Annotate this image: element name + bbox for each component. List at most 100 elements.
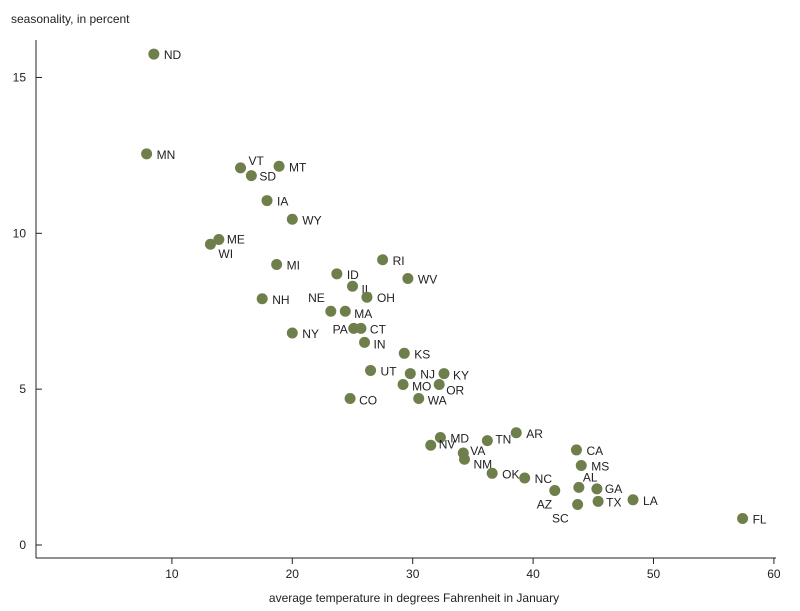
data-point-ri <box>377 254 389 266</box>
x-ticks: 10 20 30 40 50 60 <box>165 558 781 581</box>
data-point-ms <box>575 460 587 472</box>
point-label-ks: KS <box>414 347 430 361</box>
point-label-wa: WA <box>428 394 447 408</box>
point-label-nm: NM <box>473 457 492 471</box>
point-label-sd: SD <box>259 170 276 184</box>
data-point-in <box>359 336 371 348</box>
x-tick-label: 50 <box>647 567 661 581</box>
point-label-fl: FL <box>753 513 767 527</box>
point-label-nd: ND <box>164 48 182 62</box>
point-label-vt: VT <box>249 154 265 168</box>
point-label-co: CO <box>359 394 377 408</box>
data-point-mo <box>397 378 409 390</box>
point-label-id: ID <box>347 268 359 282</box>
point-label-mo: MO <box>412 379 431 393</box>
data-point-la <box>627 494 639 506</box>
x-tick-label: 20 <box>286 567 300 581</box>
data-point-md <box>434 431 446 443</box>
data-point-mi <box>271 258 283 270</box>
data-point-ks <box>398 347 410 359</box>
data-point-ma <box>339 305 351 317</box>
point-label-nv: NV <box>439 437 456 451</box>
data-point-tx <box>592 495 604 507</box>
y-tick-label: 15 <box>13 70 27 84</box>
point-label-al: AL <box>583 470 598 484</box>
data-point-ia <box>261 195 273 207</box>
point-label-wy: WY <box>302 213 321 227</box>
data-point-il <box>347 280 358 292</box>
point-label-ut: UT <box>381 364 398 378</box>
y-tick-label: 0 <box>19 538 26 552</box>
point-label-ok: OK <box>502 467 519 481</box>
data-point-wi <box>204 238 216 250</box>
data-point-nh <box>256 293 268 305</box>
data-point-oh <box>361 291 373 303</box>
y-ticks: 0 5 10 15 <box>13 70 42 552</box>
data-point-nv <box>425 439 437 451</box>
point-label-ms: MS <box>591 460 609 474</box>
data-point-mt <box>273 160 285 172</box>
y-axis-label: seasonality, in percent <box>11 12 130 26</box>
data-point-id <box>331 268 343 280</box>
point-label-nc: NC <box>535 472 553 486</box>
point-label-va: VA <box>470 444 485 458</box>
point-label-ga: GA <box>605 482 622 496</box>
data-point-wy <box>286 213 298 225</box>
point-label-in: IN <box>374 337 386 351</box>
point-label-ne: NE <box>308 291 325 305</box>
point-label-md: MD <box>450 431 469 445</box>
point-label-ct: CT <box>370 322 387 336</box>
x-tick-label: 60 <box>767 567 781 581</box>
x-axis-label: average temperature in degrees Fahrenhei… <box>269 591 559 605</box>
data-point-az <box>549 484 561 496</box>
x-tick-label: 40 <box>526 567 540 581</box>
data-point-or <box>433 378 445 390</box>
point-label-wi: WI <box>218 247 233 261</box>
data-point-ok <box>486 467 498 479</box>
data-point-sd <box>245 170 257 182</box>
x-tick-label: 10 <box>165 567 179 581</box>
data-point-ne <box>325 305 337 317</box>
point-label-ca: CA <box>586 444 603 458</box>
point-label-nj: NJ <box>420 368 435 382</box>
data-point-vt <box>235 162 247 174</box>
data-point-fl <box>737 513 749 525</box>
data-point-mn <box>141 148 153 160</box>
point-label-la: LA <box>643 494 658 508</box>
point-label-or: OR <box>446 383 464 397</box>
point-label-ri: RI <box>393 254 405 268</box>
point-label-ny: NY <box>302 327 319 341</box>
point-label-ar: AR <box>526 427 543 441</box>
data-point-ny <box>286 327 298 339</box>
y-tick-label: 5 <box>19 382 26 396</box>
data-point-co <box>344 393 356 405</box>
point-label-ia: IA <box>277 195 288 209</box>
point-label-mt: MT <box>289 160 307 174</box>
point-label-mn: MN <box>157 148 176 162</box>
point-label-pa: PA <box>333 322 348 336</box>
point-label-il: IL <box>362 282 372 296</box>
point-label-ky: KY <box>453 369 469 383</box>
x-tick-label: 30 <box>406 567 420 581</box>
data-point-ut <box>365 364 377 376</box>
data-point-wa <box>413 393 425 405</box>
point-label-mi: MI <box>287 258 300 272</box>
data-point-nm <box>458 453 470 465</box>
point-label-tn: TN <box>495 433 511 447</box>
point-label-oh: OH <box>377 291 395 305</box>
y-tick-label: 10 <box>13 226 27 240</box>
point-label-wv: WV <box>418 272 437 286</box>
data-point-al <box>573 481 585 493</box>
point-label-tx: TX <box>606 495 621 509</box>
data-point-ct <box>355 322 367 334</box>
point-label-sc: SC <box>552 511 569 525</box>
point-label-nh: NH <box>272 293 289 307</box>
data-point-ca <box>570 444 582 456</box>
point-label-ma: MA <box>354 307 372 321</box>
data-point-nc <box>519 472 531 484</box>
data-point-me <box>213 234 225 246</box>
data-point-nd <box>148 48 160 60</box>
data-point-ga <box>591 483 603 495</box>
point-label-me: ME <box>227 233 245 247</box>
